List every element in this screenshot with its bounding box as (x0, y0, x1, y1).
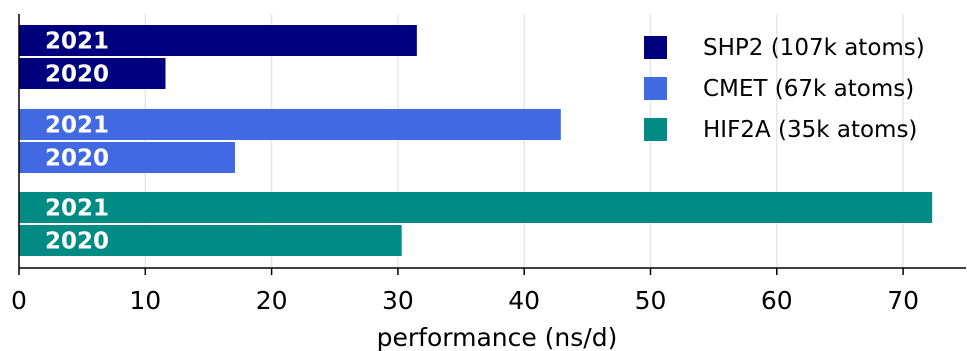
bar-year-label: 2021 (45, 196, 109, 222)
bar (19, 192, 933, 223)
bar (19, 142, 235, 173)
x-tick-label: 70 (887, 286, 919, 315)
bar (19, 225, 402, 256)
bar-labels: 2021 2020 2021 2020 2021 2020 (45, 29, 109, 255)
legend-swatch (644, 36, 667, 59)
x-tick-label: 20 (256, 286, 288, 315)
legend-label: HIF2A (35k atoms) (703, 117, 917, 143)
axes (18, 14, 966, 269)
bar-year-label: 2021 (45, 113, 109, 139)
bar (19, 109, 561, 140)
bar (19, 25, 417, 56)
x-tick-label: 10 (129, 286, 161, 315)
bar-year-label: 2021 (45, 29, 109, 55)
x-axis-ticks: 0 10 20 30 40 50 60 70 (11, 268, 919, 315)
x-tick-label: 30 (382, 286, 414, 315)
x-tick-label: 50 (635, 286, 667, 315)
x-axis-title: performance (ns/d) (377, 323, 618, 351)
bar-year-label: 2020 (45, 229, 109, 255)
x-tick-label: 0 (11, 286, 27, 315)
bar (19, 58, 166, 89)
legend: SHP2 (107k atoms) CMET (67k atoms) HIF2A (… (644, 35, 925, 143)
bar-year-label: 2020 (45, 146, 109, 172)
x-tick-label: 40 (508, 286, 540, 315)
bars (19, 25, 933, 256)
x-tick-label: 60 (761, 286, 793, 315)
legend-swatch (644, 77, 667, 100)
legend-swatch (644, 118, 667, 141)
legend-label: SHP2 (107k atoms) (703, 35, 925, 61)
bar-year-label: 2020 (45, 62, 109, 88)
legend-label: CMET (67k atoms) (703, 76, 914, 102)
